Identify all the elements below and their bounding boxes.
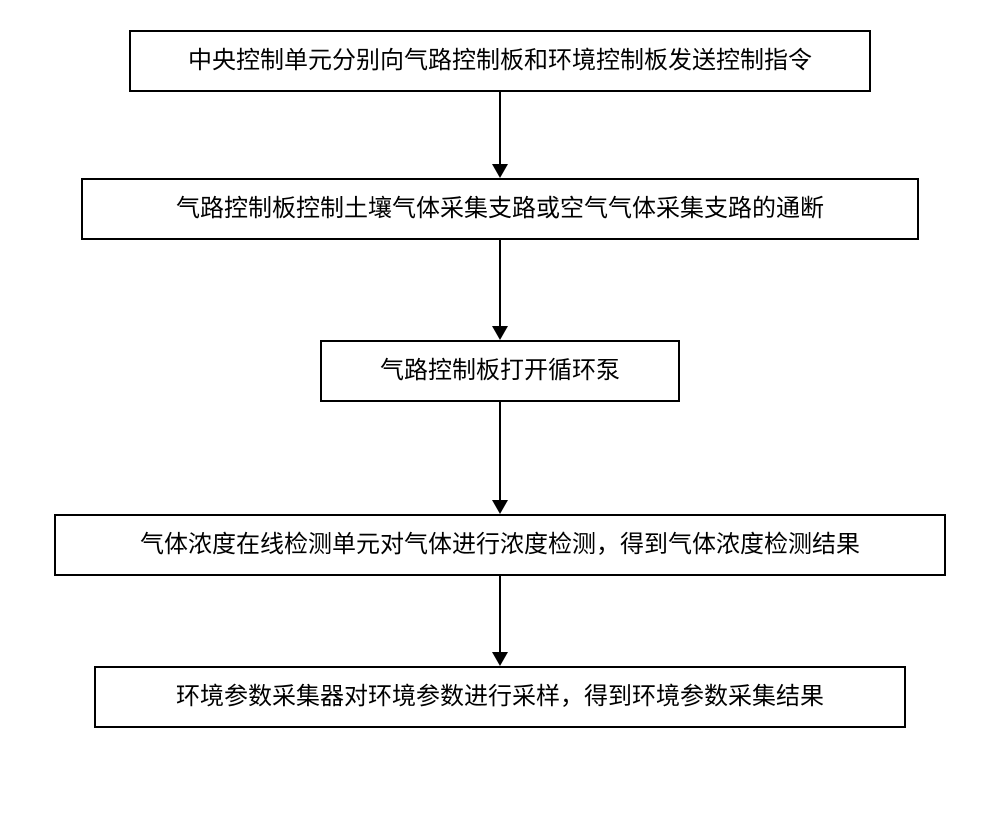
arrow-head-icon	[492, 652, 508, 666]
arrow-head-icon	[492, 164, 508, 178]
flowchart-node-1: 中央控制单元分别向气路控制板和环境控制板发送控制指令	[129, 30, 871, 92]
flowchart-arrow-4	[492, 576, 508, 666]
flowchart-container: 中央控制单元分别向气路控制板和环境控制板发送控制指令 气路控制板控制土壤气体采集…	[0, 0, 1000, 728]
flowchart-node-3: 气路控制板打开循环泵	[320, 340, 680, 402]
flowchart-arrow-2	[492, 240, 508, 340]
arrow-line	[499, 240, 501, 326]
flowchart-node-4: 气体浓度在线检测单元对气体进行浓度检测，得到气体浓度检测结果	[54, 514, 946, 576]
flowchart-node-2: 气路控制板控制土壤气体采集支路或空气气体采集支路的通断	[81, 178, 919, 240]
arrow-line	[499, 576, 501, 652]
arrow-head-icon	[492, 326, 508, 340]
arrow-head-icon	[492, 500, 508, 514]
arrow-line	[499, 402, 501, 500]
flowchart-node-5: 环境参数采集器对环境参数进行采样，得到环境参数采集结果	[94, 666, 906, 728]
arrow-line	[499, 92, 501, 164]
flowchart-arrow-3	[492, 402, 508, 514]
flowchart-arrow-1	[492, 92, 508, 178]
